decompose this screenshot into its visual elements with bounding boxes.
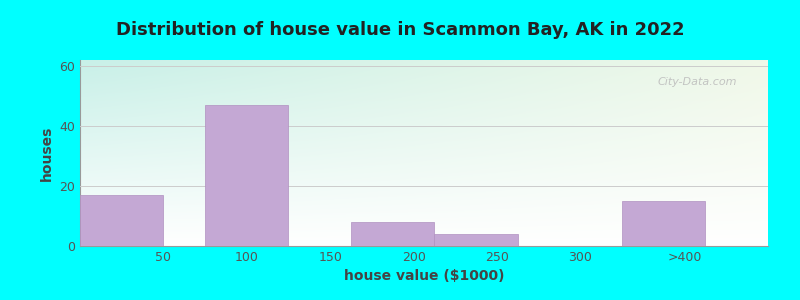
Bar (80, 195, 163, 246)
Text: Distribution of house value in Scammon Bay, AK in 2022: Distribution of house value in Scammon B… (116, 21, 684, 39)
X-axis label: house value ($1000): house value ($1000) (344, 269, 504, 284)
Bar (205, 105, 289, 246)
Bar (434, 234, 518, 246)
Bar (351, 222, 434, 246)
Bar (622, 201, 706, 246)
Text: City-Data.com: City-Data.com (658, 77, 738, 87)
Y-axis label: houses: houses (40, 125, 54, 181)
